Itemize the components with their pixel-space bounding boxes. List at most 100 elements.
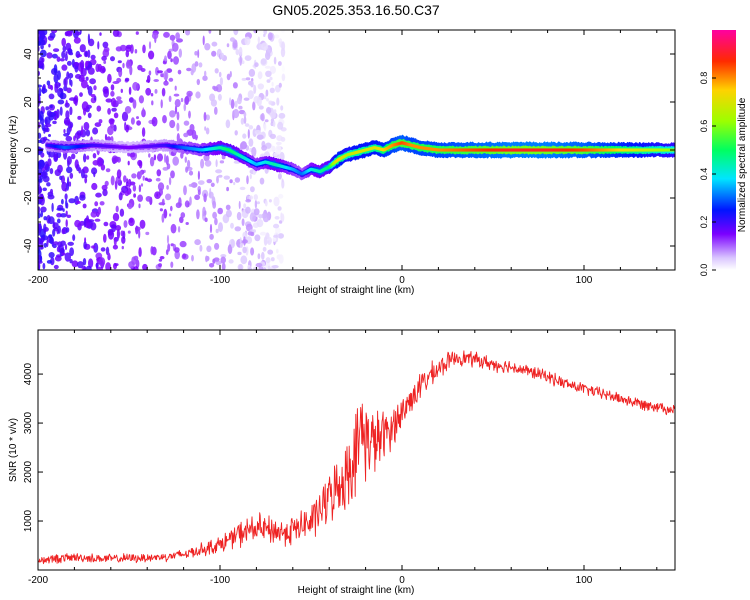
spectrogram-noise-blob bbox=[194, 239, 201, 246]
spectrogram-noise-blob bbox=[170, 170, 175, 179]
spectrogram-noise-blob bbox=[255, 262, 263, 268]
spectrogram-noise-blob bbox=[110, 90, 115, 97]
snr-y-tick-label: 1000 bbox=[23, 509, 34, 532]
colorbar-tick-label: 0.2 bbox=[699, 216, 709, 229]
spectrogram-noise-blob bbox=[172, 42, 179, 52]
spectrogram-noise-blob bbox=[251, 146, 257, 157]
spectrogram-noise-blob bbox=[93, 85, 97, 91]
spectrogram-noise-blob bbox=[48, 134, 51, 137]
spectrogram-noise-blob bbox=[213, 257, 220, 262]
spectrogram-noise-blob bbox=[244, 36, 251, 46]
spectrogram-noise-blob bbox=[264, 240, 270, 244]
spectrogram-noise-blob bbox=[83, 121, 90, 131]
spectrogram-noise-blob bbox=[91, 245, 96, 249]
snr-x-tick-label: -200 bbox=[28, 575, 48, 586]
spectrogram-noise-blob bbox=[59, 106, 63, 116]
spectrogram-noise-blob bbox=[86, 84, 90, 90]
spectrogram-noise-blob bbox=[138, 247, 142, 258]
spectrogram-noise-blob bbox=[76, 54, 82, 58]
spectrogram-noise-blob bbox=[68, 51, 74, 56]
spectrogram-noise-blob bbox=[273, 56, 277, 65]
spectrogram-noise-blob bbox=[81, 125, 84, 136]
spectrogram-noise-blob bbox=[170, 261, 174, 268]
spectrogram-noise-blob bbox=[53, 73, 59, 84]
spectrogram-noise-blob bbox=[92, 127, 99, 135]
spectrogram-noise-blob bbox=[99, 201, 105, 206]
spectrogram-y-tick-label: 40 bbox=[23, 48, 34, 60]
spectrogram-noise-blob bbox=[137, 194, 144, 202]
spectrogram-noise-blob bbox=[38, 167, 43, 175]
snr-x-tick-label: 0 bbox=[399, 575, 405, 586]
spectrogram-noise-blob bbox=[128, 86, 132, 95]
spectrogram-noise-blob bbox=[61, 51, 66, 59]
spectrogram-noise-blob bbox=[233, 181, 236, 186]
spectrogram-noise-blob bbox=[50, 104, 53, 109]
spectrogram-noise-blob bbox=[169, 110, 176, 118]
spectrogram-noise-blob bbox=[204, 210, 207, 216]
spectrogram-noise-blob bbox=[278, 82, 282, 88]
spectrogram-noise-blob bbox=[157, 153, 163, 162]
spectrogram-noise-blob bbox=[79, 59, 85, 70]
spectrogram-noise-blob bbox=[277, 121, 284, 130]
spectrogram-noise-blob bbox=[67, 241, 74, 246]
spectrogram-noise-blob bbox=[66, 60, 72, 66]
spectrogram-noise-blob bbox=[111, 155, 119, 164]
spectrogram-noise-blob bbox=[159, 208, 163, 212]
spectrogram-noise-blob bbox=[38, 109, 41, 118]
spectrogram-noise-blob bbox=[51, 53, 58, 59]
spectrogram-noise-blob bbox=[121, 111, 129, 122]
spectrogram-noise-blob bbox=[148, 41, 152, 50]
spectrogram-noise-blob bbox=[38, 139, 43, 144]
spectrogram-noise-blob bbox=[151, 32, 159, 39]
spectrogram-noise-blob bbox=[281, 30, 285, 33]
spectrogram-noise-blob bbox=[116, 169, 122, 179]
spectrogram-noise-blob bbox=[162, 115, 167, 124]
spectrogram-noise-blob bbox=[281, 178, 284, 183]
spectrogram-noise-blob bbox=[93, 242, 99, 253]
spectrogram-noise-blob bbox=[204, 160, 212, 167]
spectrogram-noise-blob bbox=[252, 101, 256, 111]
spectrogram-noise-blob bbox=[215, 228, 219, 234]
spectrogram-noise-blob bbox=[205, 255, 208, 263]
spectrogram-noise-blob bbox=[100, 247, 106, 252]
spectrogram-noise-blob bbox=[256, 96, 262, 107]
spectrogram-noise-blob bbox=[212, 200, 217, 209]
spectrogram-noise-blob bbox=[129, 152, 136, 158]
spectrogram-noise-blob bbox=[48, 234, 53, 239]
spectrogram-noise-blob bbox=[161, 213, 165, 223]
spectrogram-noise-blob bbox=[110, 56, 115, 62]
spectrogram-noise-blob bbox=[261, 251, 265, 260]
spectrogram-noise-blob bbox=[260, 58, 267, 65]
spectrogram-noise-blob bbox=[225, 119, 231, 129]
spectrogram-noise-blob bbox=[128, 178, 132, 187]
spectrogram-noise-blob bbox=[42, 187, 47, 192]
spectrogram-noise-blob bbox=[65, 30, 72, 36]
spectrogram-y-tick-label: 0 bbox=[23, 147, 34, 153]
spectrogram-noise-blob bbox=[46, 80, 51, 86]
spectrogram-noise-blob bbox=[69, 106, 73, 116]
spectrogram-noise-blob bbox=[261, 213, 267, 219]
spectrogram-noise-blob bbox=[165, 193, 172, 201]
spectrogram-noise-blob bbox=[259, 177, 265, 185]
spectrogram-noise-blob bbox=[42, 136, 48, 141]
spectrogram-noise-blob bbox=[128, 97, 134, 103]
spectrogram-noise-blob bbox=[136, 120, 142, 126]
spectrogram-noise-blob bbox=[64, 252, 72, 262]
spectrogram-noise-blob bbox=[84, 176, 88, 184]
colorbar-tick-label: 0.4 bbox=[699, 168, 709, 181]
spectrogram-noise-blob bbox=[40, 240, 44, 249]
spectrogram-noise-blob bbox=[257, 36, 260, 44]
spectrogram-noise-blob bbox=[229, 37, 236, 42]
spectrogram-noise-blob bbox=[265, 107, 272, 114]
spectrogram-image bbox=[38, 30, 675, 270]
spectrogram-noise-blob bbox=[131, 256, 137, 266]
spectrogram-noise-blob bbox=[112, 212, 120, 222]
spectrogram-noise-blob bbox=[150, 93, 154, 97]
spectrogram-noise-blob bbox=[256, 201, 260, 205]
spectrogram-noise-blob bbox=[165, 249, 169, 256]
spectrogram-noise-blob bbox=[57, 218, 61, 224]
spectrogram-noise-blob bbox=[123, 220, 128, 228]
spectrogram-y-tick-label: -20 bbox=[23, 190, 34, 205]
spectrogram-noise-blob bbox=[262, 246, 267, 252]
snr-y-tick-label: 2000 bbox=[23, 460, 34, 483]
